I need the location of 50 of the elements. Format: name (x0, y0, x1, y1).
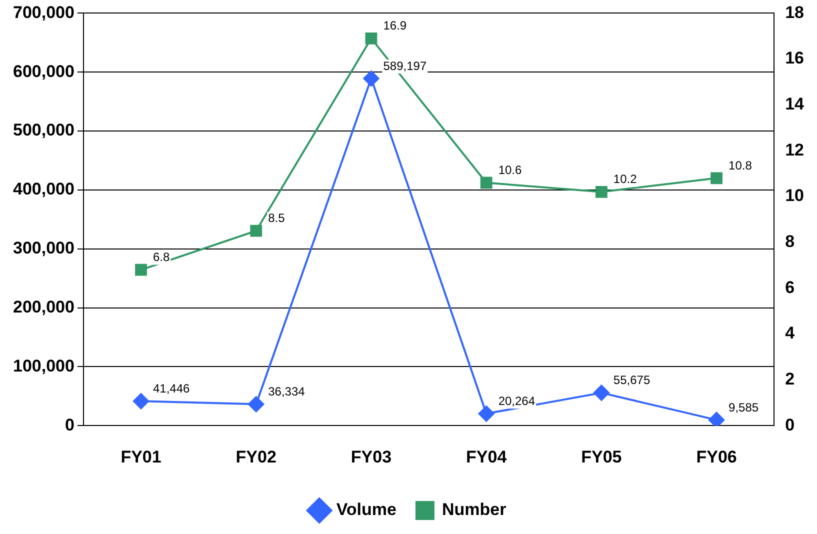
data-label: 20,264 (498, 394, 536, 408)
y2-tick-label: 12 (785, 140, 804, 160)
y2-tick-label: 18 (785, 2, 804, 22)
y2-tick-label: 6 (785, 278, 795, 297)
data-label: 10.2 (613, 172, 638, 186)
legend-label: Number (442, 500, 507, 520)
point (248, 396, 264, 412)
y-tick-label: 200,000 (13, 297, 74, 316)
point (710, 172, 722, 184)
point (708, 412, 725, 426)
y-tick-label: 300,000 (13, 238, 74, 258)
data-label: 6.8 (153, 250, 170, 264)
data-label: 10.6 (498, 163, 522, 178)
point (133, 393, 150, 410)
point (363, 70, 380, 86)
y2-tick-label: 14 (785, 94, 805, 114)
x-tick-label: FY03 (350, 447, 392, 466)
x-tick-label: FY06 (696, 447, 737, 466)
point (135, 264, 147, 276)
y2-tick-label: 16 (785, 48, 804, 68)
data-label: 8.5 (268, 211, 286, 226)
x-tick-label: FY05 (581, 447, 622, 466)
y2-tick-label: 10 (785, 186, 804, 206)
y-tick-label: 700,000 (13, 2, 74, 22)
x-tick-label: FY01 (120, 447, 162, 466)
data-label: 10.8 (728, 158, 752, 172)
y-tick-label: 400,000 (13, 180, 74, 199)
data-label: 36,334 (268, 384, 306, 399)
point (593, 384, 610, 401)
data-label: 41,446 (153, 381, 190, 396)
point (250, 224, 262, 237)
y2-tick-label: 8 (785, 232, 795, 251)
y2-tick-label: 0 (785, 415, 795, 434)
y2-tick-label: 4 (785, 324, 796, 343)
y-tick-label: 0 (64, 415, 74, 434)
y2-tick-label: 2 (785, 369, 795, 388)
y-tick-label: 600,000 (13, 62, 74, 81)
y-tick-label: 500,000 (13, 120, 74, 140)
data-label: 55,675 (613, 373, 650, 388)
data-label: 16.9 (383, 18, 407, 33)
legend-label: Volume (336, 500, 396, 520)
x-tick-label: FY04 (466, 447, 508, 466)
point (480, 176, 492, 189)
point (595, 186, 608, 198)
y-tick-label: 100,000 (13, 356, 74, 376)
point (365, 32, 378, 44)
data-label: 589,197 (383, 58, 427, 73)
data-label: 9,585 (728, 400, 759, 414)
x-tick-label: FY02 (236, 447, 276, 466)
point (478, 406, 494, 422)
